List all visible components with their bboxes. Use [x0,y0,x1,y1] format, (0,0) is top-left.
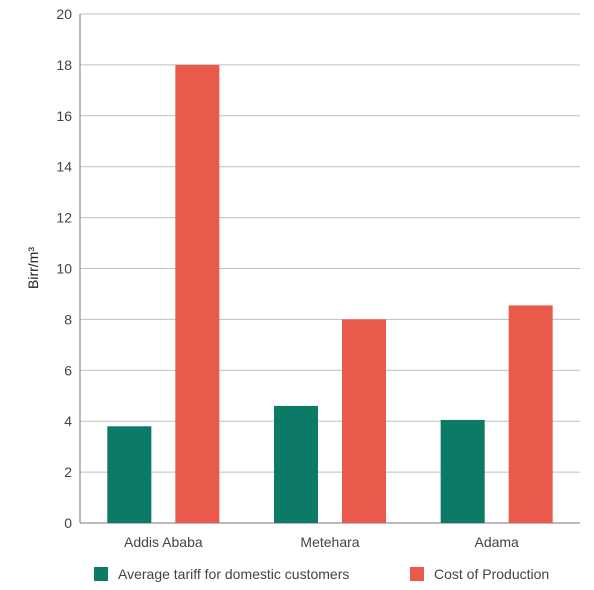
legend-label-tariff: Average tariff for domestic customers [118,566,350,582]
legend-swatch-cost [410,567,424,581]
bar-tariff [107,426,152,523]
y-tick-label: 12 [56,210,72,226]
bar-cost [342,319,386,523]
x-tick-label: Metehara [300,534,359,550]
y-tick-label: 0 [64,515,72,531]
legend-label-cost: Cost of Production [434,566,550,582]
y-axis-label: Birr/m³ [25,247,41,289]
x-tick-label: Addis Ababa [124,534,203,550]
y-tick-label: 8 [64,311,72,327]
y-tick-label: 4 [64,413,72,429]
y-tick-label: 20 [56,6,72,22]
legend-item-tariff: Average tariff for domestic customers [94,566,349,582]
bar-cost [175,64,220,524]
x-axis-ticks: Addis Ababa Metehara Adama [124,534,519,550]
gridlines [79,13,580,524]
legend-item-cost: Cost of Production [410,566,549,582]
y-axis-ticks: 0 2 4 6 8 10 12 14 16 18 20 [56,6,72,531]
bar-tariff [440,419,485,523]
legend-swatch-tariff [94,567,108,581]
bar-chart: 0 2 4 6 8 10 12 14 16 18 20 Addis Ababa Metehara Ada… [25,6,580,550]
y-tick-label: 18 [56,57,72,73]
bar-tariff [274,405,318,523]
x-tick-label: Adama [474,534,519,550]
y-tick-label: 14 [56,159,72,175]
bar-cost [508,305,553,523]
bars [107,64,553,524]
y-tick-label: 2 [64,464,72,480]
y-tick-label: 10 [56,261,72,277]
y-tick-label: 16 [56,108,72,124]
y-tick-label: 6 [64,362,72,378]
legend: Average tariff for domestic customers Co… [0,566,594,588]
